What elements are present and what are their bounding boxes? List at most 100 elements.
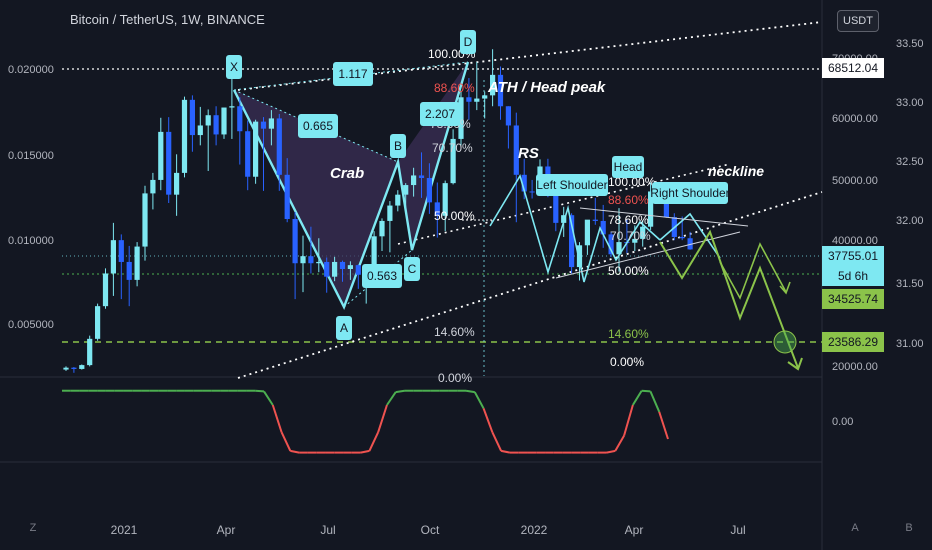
candle-body <box>221 107 227 135</box>
indicator-line <box>377 404 388 433</box>
fib-level-label: 50.00% <box>434 209 475 223</box>
candle-body <box>505 106 511 126</box>
candle-body <box>569 215 575 268</box>
right-shoulder-label: Right Shoulder <box>650 186 729 200</box>
currency-badge[interactable]: USDT <box>837 10 879 32</box>
left-axis-tick: 0.020000 <box>8 64 54 76</box>
point-c-label-box <box>404 257 420 281</box>
candle-body <box>395 194 401 206</box>
projected-arrow-head <box>787 357 803 371</box>
ratio-label: 0.563 <box>367 269 397 283</box>
left-axis-tick: 0.010000 <box>8 235 54 247</box>
candle-body <box>150 179 156 194</box>
log-scale-button[interactable]: B <box>905 522 913 534</box>
left-shoulder-label: Left Shoulder <box>536 178 607 192</box>
candle-body <box>324 261 330 277</box>
candle-body <box>411 175 417 186</box>
target-circle <box>773 330 797 354</box>
candle-body <box>95 306 101 339</box>
candle-body <box>616 242 622 255</box>
candle-body <box>490 74 496 96</box>
candle-body <box>474 98 480 102</box>
candle-body <box>126 261 132 280</box>
candle-body <box>213 115 219 135</box>
candle-body <box>102 273 109 307</box>
right-axis-tick: 20000.00 <box>832 361 878 373</box>
indicator-line <box>255 389 265 393</box>
indicator-line <box>614 435 625 452</box>
point-a-label-box <box>336 316 352 340</box>
indicator-line <box>500 449 511 454</box>
candle-body <box>292 219 298 264</box>
indicator-line <box>465 389 475 394</box>
candle-body <box>442 183 448 216</box>
x-axis-tick: Apr <box>625 523 644 537</box>
candle-body <box>347 265 353 269</box>
candle-body <box>434 202 440 216</box>
indicator-line <box>482 408 494 433</box>
ratio-label: 0.665 <box>303 119 333 133</box>
indicator-axis-tick: 0.00 <box>832 416 853 428</box>
fib-level-label: 14.60% <box>434 325 475 339</box>
left-axis-tick: 0.015000 <box>8 150 54 162</box>
auto-scale-button[interactable]: A <box>851 522 859 534</box>
indicator-line <box>368 431 380 452</box>
candle-body <box>284 174 290 220</box>
point-x-label-box <box>226 55 242 79</box>
candle-body <box>118 240 124 262</box>
fib-level-label-2: 88.60% <box>608 193 649 207</box>
zoom-button[interactable]: Z <box>29 522 37 534</box>
candle-body <box>521 174 527 192</box>
candle-body <box>276 118 282 175</box>
fib-level-label-2: 78.60% <box>608 213 649 227</box>
right-shoulder-projection <box>659 212 721 259</box>
candle-body <box>663 194 669 218</box>
symbol-title[interactable]: Bitcoin / TetherUS, 1W, BINANCE <box>70 12 265 27</box>
x-axis-tick: Jul <box>730 523 745 537</box>
fib-level-label: 0.00% <box>438 371 472 385</box>
point-d-label-box <box>460 30 476 54</box>
neckline-lower <box>555 231 741 279</box>
far-right-axis-tick: 33.00 <box>896 97 924 109</box>
price-label: 23586.29 <box>828 335 878 349</box>
indicator-line <box>649 391 661 413</box>
far-right-axis-tick: 32.50 <box>896 156 924 168</box>
candle-body <box>371 236 377 273</box>
indicator-line <box>491 431 503 452</box>
candle-body <box>608 234 614 255</box>
crab-fill-xab <box>234 90 398 307</box>
candle-body <box>529 191 535 193</box>
candle-body <box>482 95 488 99</box>
candle-body <box>450 138 456 184</box>
indicator-line <box>386 391 397 406</box>
candle-body <box>458 97 464 139</box>
indicator-line <box>360 449 370 454</box>
fib-level-label: 88.60% <box>434 81 475 95</box>
price-label-box <box>822 266 884 286</box>
fib-level-label-2: 0.00% <box>610 355 644 369</box>
indicator-line <box>623 404 634 436</box>
candle-body <box>576 245 583 268</box>
far-right-axis-tick: 31.50 <box>896 278 924 290</box>
point-x-label: X <box>230 60 238 74</box>
neckline-annotation: neckline <box>708 163 764 179</box>
candle-body <box>308 256 314 264</box>
candle-body <box>426 178 432 203</box>
x-axis-tick: 2021 <box>111 523 138 537</box>
point-a-label: A <box>340 321 348 335</box>
ath-annotation: ATH / Head peak <box>487 79 606 96</box>
indicator-line <box>290 449 300 454</box>
candle-body <box>79 365 85 369</box>
candle-body <box>229 106 235 108</box>
indicator-line <box>606 449 616 454</box>
candle-body <box>387 205 393 221</box>
crab-xd-line <box>233 61 469 91</box>
x-axis-tick: Jul <box>320 523 335 537</box>
candle-body <box>245 131 251 177</box>
candle-body <box>237 106 243 132</box>
candle-body <box>592 219 598 221</box>
candle-body <box>687 238 693 250</box>
indicator-line <box>271 404 283 433</box>
